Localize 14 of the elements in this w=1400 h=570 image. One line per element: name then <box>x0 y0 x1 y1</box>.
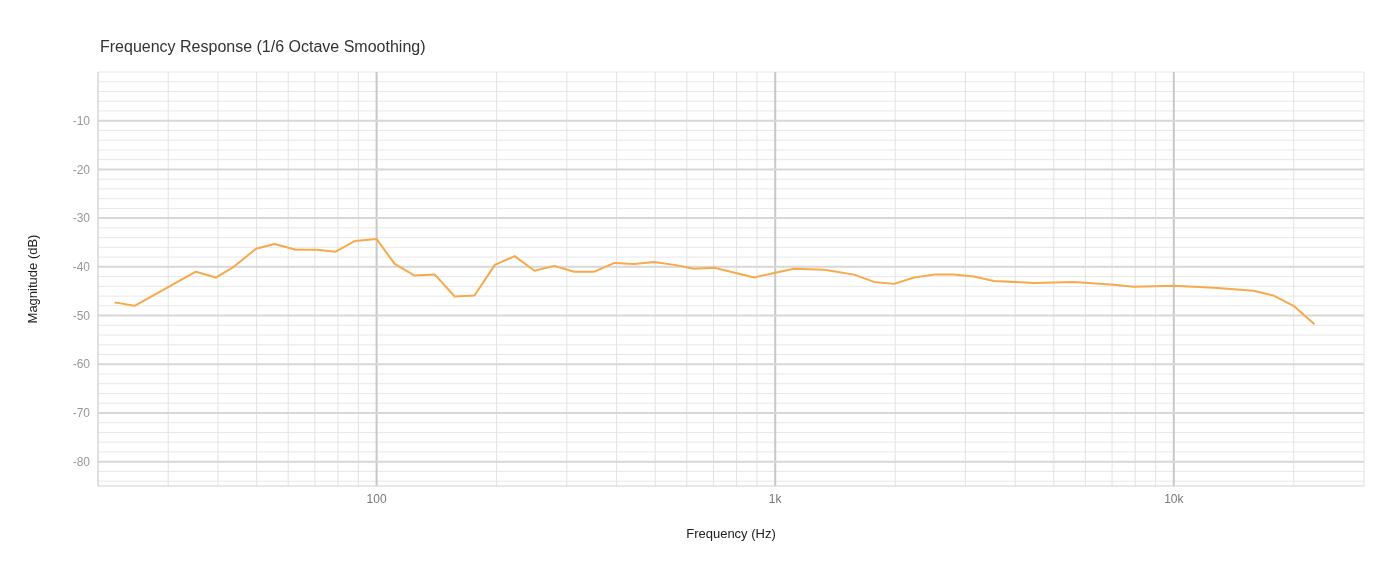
y-tick-label: -80 <box>72 454 91 469</box>
y-tick-label: -40 <box>72 260 91 275</box>
y-tick-label: -60 <box>72 357 91 372</box>
y-tick-label: -10 <box>72 113 91 128</box>
y-axis-title: Magnitude (dB) <box>24 234 40 324</box>
y-tick-label: -20 <box>72 162 91 177</box>
x-tick-label: 100 <box>366 491 387 506</box>
x-tick-label: 10k <box>1164 491 1185 506</box>
chart-title: Frequency Response (1/6 Octave Smoothing) <box>100 38 426 56</box>
y-tick-label: -70 <box>72 406 91 421</box>
y-tick-label: -30 <box>72 211 91 226</box>
x-tick-label: 1k <box>768 491 783 506</box>
x-axis-title: Frequency (Hz) <box>686 526 776 541</box>
y-tick-label: -50 <box>72 308 91 323</box>
